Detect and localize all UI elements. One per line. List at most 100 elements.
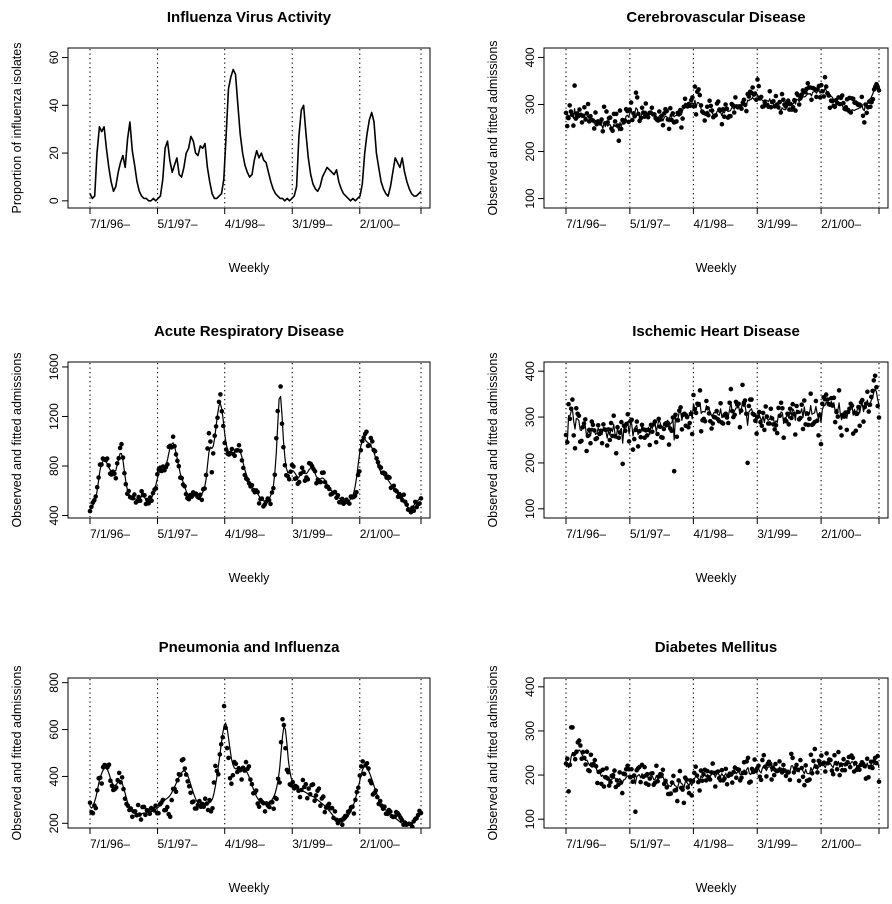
observed-point — [629, 767, 634, 772]
observed-point — [216, 772, 221, 777]
observed-point — [344, 813, 349, 819]
observed-point — [671, 468, 677, 474]
observed-point — [411, 508, 417, 514]
observed-point — [666, 442, 672, 447]
observed-point — [366, 766, 371, 771]
observed-point — [205, 446, 210, 451]
observed-point — [623, 428, 628, 434]
observed-point — [849, 403, 855, 408]
observed-point — [664, 785, 670, 790]
observed-point — [574, 406, 579, 411]
observed-point — [563, 432, 569, 438]
observed-point — [387, 475, 392, 480]
observed-point — [280, 717, 285, 722]
observed-point — [674, 434, 680, 440]
observed-point — [116, 455, 121, 461]
observed-point — [720, 106, 726, 112]
observed-point — [604, 109, 609, 114]
observed-point — [322, 479, 328, 485]
observed-point — [719, 767, 725, 773]
observed-point — [617, 430, 623, 436]
observed-point — [686, 424, 691, 430]
observed-point — [615, 424, 620, 430]
observed-point — [612, 768, 617, 773]
x-tick-label: 3/1/99– — [292, 217, 332, 231]
y-tick-label: 600 — [47, 719, 61, 739]
observed-point — [354, 789, 360, 795]
observed-point — [738, 408, 744, 413]
observed-point — [635, 444, 641, 449]
y-tick-label: 60 — [47, 51, 61, 65]
x-tick-label: 3/1/99– — [292, 837, 332, 851]
observed-point — [768, 105, 774, 110]
observed-point — [759, 423, 765, 429]
observed-point — [665, 117, 671, 122]
observed-point — [97, 775, 103, 781]
observed-point — [650, 429, 655, 435]
observed-point — [221, 423, 226, 429]
observed-point — [580, 113, 586, 119]
observed-point — [841, 756, 846, 762]
observed-point — [707, 777, 713, 782]
observed-point — [600, 767, 605, 773]
observed-point — [566, 789, 571, 794]
observed-point — [720, 421, 726, 426]
observed-point — [733, 95, 738, 100]
observed-point — [155, 472, 160, 477]
observed-point — [663, 778, 668, 784]
observed-point — [857, 423, 862, 429]
observed-point — [691, 104, 696, 109]
x-tick-label: 2/1/00– — [360, 217, 400, 231]
observed-point — [794, 762, 799, 768]
observed-point — [820, 89, 825, 94]
observed-point — [866, 409, 871, 414]
observed-point — [723, 102, 728, 107]
observed-point — [303, 781, 309, 787]
observed-point — [256, 804, 262, 809]
observed-point — [770, 765, 776, 770]
observed-point — [817, 95, 823, 100]
x-axis-label: Weekly — [696, 261, 738, 275]
observed-point — [175, 777, 180, 783]
observed-point — [128, 806, 134, 811]
observed-point — [607, 115, 613, 120]
observed-point — [646, 782, 651, 788]
observed-point — [358, 764, 364, 769]
observed-point — [179, 475, 184, 481]
observed-point — [693, 764, 698, 769]
observed-point — [642, 764, 647, 770]
observed-point — [150, 490, 156, 496]
observed-point — [612, 119, 618, 124]
observed-point — [354, 489, 359, 495]
observed-point — [619, 419, 624, 425]
observed-point — [834, 767, 840, 772]
observed-point — [120, 455, 126, 460]
observed-point — [369, 780, 374, 786]
observed-point — [706, 411, 712, 416]
observed-point — [867, 402, 873, 408]
observed-point — [767, 421, 772, 426]
observed-point — [364, 429, 369, 435]
observed-point — [744, 411, 749, 417]
observed-point — [768, 406, 774, 412]
panel-title: Cerebrovascular Disease — [626, 9, 805, 26]
observed-point — [732, 412, 737, 418]
observed-point — [752, 91, 758, 96]
observed-point — [564, 123, 570, 129]
observed-point — [296, 479, 302, 485]
observed-point — [210, 806, 215, 811]
observed-point — [875, 753, 880, 759]
observed-point — [272, 472, 278, 478]
observed-point — [606, 427, 611, 432]
plot-frame — [543, 361, 889, 519]
observed-point — [741, 97, 747, 103]
observed-point — [692, 84, 698, 89]
observed-point — [279, 421, 285, 427]
observed-point — [673, 787, 679, 793]
observed-point — [590, 422, 596, 428]
observed-point — [566, 401, 571, 407]
observed-point — [169, 797, 174, 803]
observed-point — [318, 803, 323, 808]
observed-point — [113, 785, 119, 790]
observed-point — [610, 772, 616, 778]
